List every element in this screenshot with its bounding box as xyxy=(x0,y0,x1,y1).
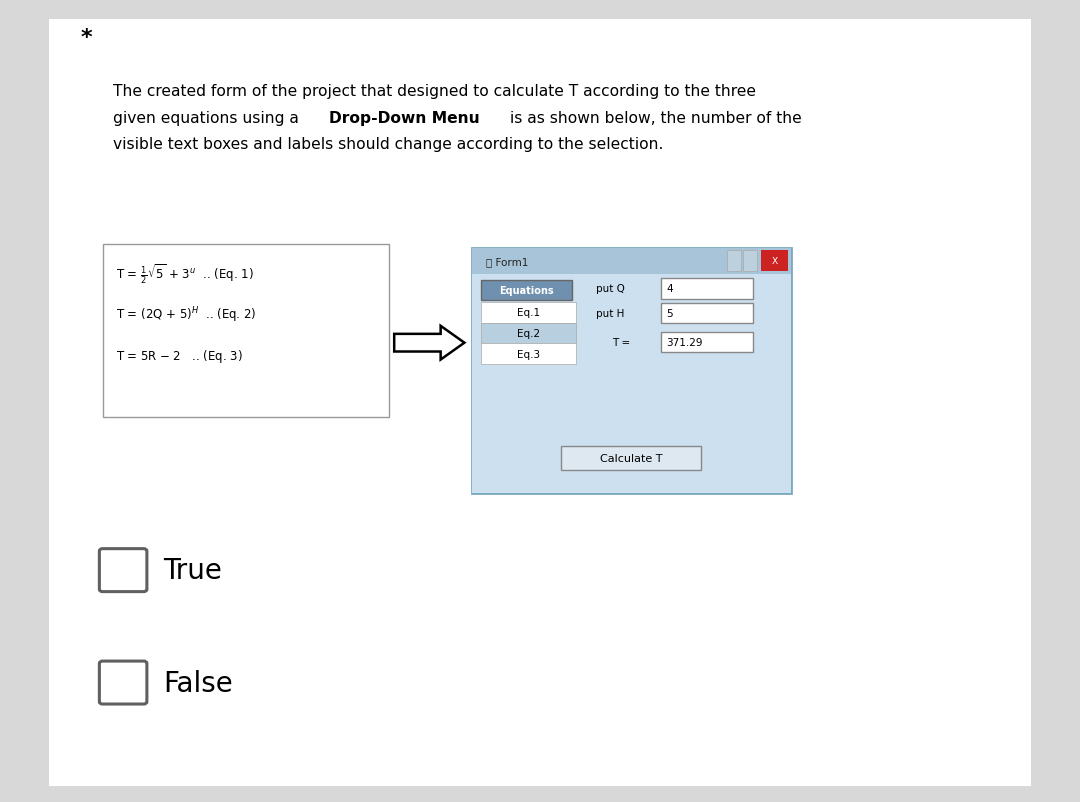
Text: put Q: put Q xyxy=(596,284,625,294)
Text: T = $\frac{1}{2}$$\sqrt{5}$ + 3$^u$  .. (Eq. 1): T = $\frac{1}{2}$$\sqrt{5}$ + 3$^u$ .. (… xyxy=(116,262,253,286)
Text: 5: 5 xyxy=(666,309,673,319)
Text: *: * xyxy=(81,28,93,48)
FancyBboxPatch shape xyxy=(661,333,753,353)
Text: The created form of the project that designed to calculate T according to the th: The created form of the project that des… xyxy=(113,84,756,99)
Text: False: False xyxy=(163,669,233,697)
Text: Eq.1: Eq.1 xyxy=(516,308,540,318)
FancyBboxPatch shape xyxy=(103,245,389,417)
Text: Drop-Down Menu: Drop-Down Menu xyxy=(329,111,480,126)
FancyBboxPatch shape xyxy=(49,20,1031,786)
Text: X: X xyxy=(772,257,778,266)
FancyBboxPatch shape xyxy=(481,344,576,365)
FancyBboxPatch shape xyxy=(99,549,147,592)
FancyBboxPatch shape xyxy=(481,281,572,301)
FancyBboxPatch shape xyxy=(472,249,791,274)
Text: ⛶ Form1: ⛶ Form1 xyxy=(486,257,528,266)
Text: Equations: Equations xyxy=(499,286,554,296)
FancyArrow shape xyxy=(394,326,464,360)
Text: visible text boxes and labels should change according to the selection.: visible text boxes and labels should cha… xyxy=(113,137,664,152)
Text: 4: 4 xyxy=(666,284,673,294)
Text: T = (2Q + 5)$^H$  .. (Eq. 2): T = (2Q + 5)$^H$ .. (Eq. 2) xyxy=(116,305,256,324)
FancyBboxPatch shape xyxy=(562,447,702,471)
Text: T = 5R $-$ 2   .. (Eq. 3): T = 5R $-$ 2 .. (Eq. 3) xyxy=(116,347,242,364)
Text: Eq.2: Eq.2 xyxy=(516,329,540,338)
Text: Eq.3: Eq.3 xyxy=(516,350,540,359)
Text: True: True xyxy=(163,557,222,585)
FancyBboxPatch shape xyxy=(481,302,576,323)
FancyBboxPatch shape xyxy=(661,279,753,299)
FancyBboxPatch shape xyxy=(99,661,147,704)
FancyBboxPatch shape xyxy=(743,251,757,272)
FancyBboxPatch shape xyxy=(481,323,576,344)
Text: Calculate T: Calculate T xyxy=(600,454,662,464)
FancyBboxPatch shape xyxy=(661,304,753,324)
Text: 371.29: 371.29 xyxy=(666,338,703,348)
Text: is as shown below, the number of the: is as shown below, the number of the xyxy=(505,111,802,126)
Text: given equations using a: given equations using a xyxy=(113,111,305,126)
FancyBboxPatch shape xyxy=(761,251,788,272)
Text: T =: T = xyxy=(612,338,631,348)
FancyBboxPatch shape xyxy=(727,251,741,272)
Text: put H: put H xyxy=(596,309,624,319)
FancyBboxPatch shape xyxy=(472,274,791,493)
FancyBboxPatch shape xyxy=(472,249,791,493)
